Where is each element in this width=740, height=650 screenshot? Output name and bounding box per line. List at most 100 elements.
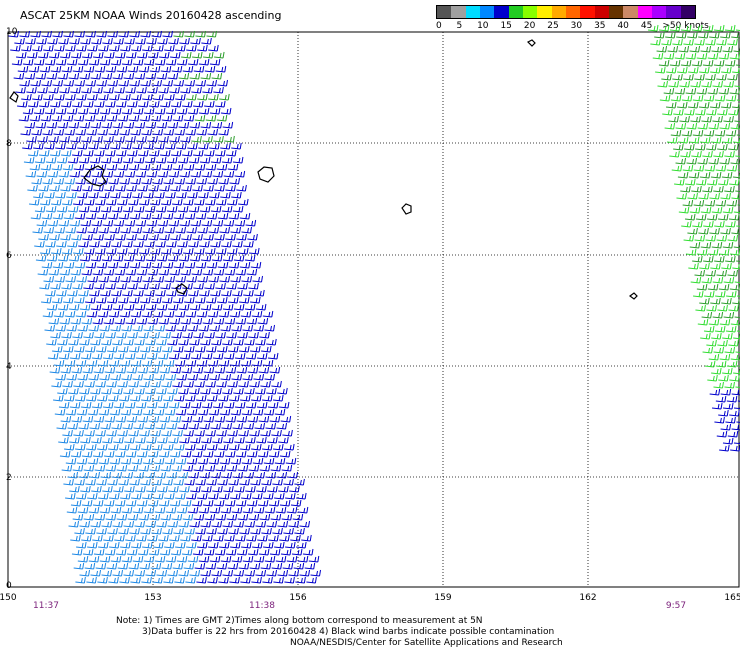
- wind-barb: [63, 478, 74, 486]
- wind-barb: [667, 45, 679, 53]
- wind-barb: [138, 464, 150, 472]
- wind-barb: [700, 45, 712, 53]
- wind-barb: [148, 548, 160, 556]
- wind-barb: [144, 156, 156, 164]
- wind-barb: [299, 520, 311, 528]
- wind-barb: [153, 93, 164, 101]
- wind-barb: [83, 331, 94, 339]
- wind-barb: [719, 318, 731, 326]
- wind-barb: [141, 443, 152, 451]
- wind-barb: [164, 457, 176, 465]
- wind-barb: [284, 443, 295, 451]
- wind-barb: [143, 58, 155, 66]
- wind-barb: [38, 51, 49, 59]
- wind-barb: [39, 282, 50, 290]
- wind-barb: [156, 338, 167, 346]
- wind-barb: [707, 248, 719, 256]
- wind-barb: [683, 234, 695, 242]
- wind-barb: [124, 485, 135, 493]
- wind-barb: [203, 366, 215, 374]
- wind-barb: [261, 478, 272, 486]
- wind-barb: [707, 52, 719, 60]
- wind-barb: [202, 534, 213, 542]
- wind-barb: [202, 317, 214, 325]
- wind-barb: [72, 100, 83, 108]
- wind-barb: [154, 191, 165, 199]
- wind-barb: [142, 275, 154, 283]
- wind-barb: [720, 423, 732, 431]
- wind-barb: [725, 255, 736, 263]
- wind-barb: [666, 66, 677, 74]
- wind-barb: [722, 367, 733, 375]
- wind-barb: [213, 450, 225, 458]
- wind-barb: [244, 303, 256, 311]
- wind-barb: [137, 548, 149, 556]
- wind-barb: [92, 317, 104, 325]
- wind-barb: [241, 492, 252, 500]
- wind-barb: [197, 492, 208, 500]
- wind-barb: [130, 128, 141, 136]
- wind-barb: [53, 177, 64, 185]
- wind-barb: [22, 142, 33, 150]
- wind-barb: [77, 142, 88, 150]
- wind-barb: [166, 422, 178, 430]
- wind-barb: [212, 170, 224, 178]
- wind-barb: [213, 135, 224, 143]
- wind-barb: [246, 268, 258, 276]
- wind-barb: [180, 268, 192, 276]
- wind-barb: [737, 365, 740, 367]
- wind-barb: [85, 212, 97, 220]
- wind-barb: [737, 204, 740, 206]
- wind-barb: [58, 170, 70, 178]
- wind-barb: [96, 212, 108, 220]
- wind-barb: [95, 114, 107, 122]
- wind-barb: [104, 415, 116, 423]
- wind-barb: [195, 527, 206, 535]
- wind-barb: [100, 471, 112, 479]
- wind-barb: [161, 380, 172, 388]
- wind-barb: [71, 51, 82, 59]
- wind-barb: [88, 506, 100, 514]
- wind-barb: [195, 296, 206, 304]
- wind-barb: [63, 345, 74, 353]
- wind-barb: [260, 562, 272, 570]
- wind-barb: [178, 520, 190, 528]
- legend-swatch: [565, 6, 581, 18]
- wind-barb: [176, 324, 188, 332]
- wind-barb: [89, 156, 101, 164]
- wind-barb: [721, 297, 732, 305]
- wind-barb: [713, 24, 725, 32]
- wind-barb: [146, 170, 158, 178]
- wind-barb: [167, 254, 179, 262]
- wind-barb: [129, 212, 141, 220]
- wind-barb: [219, 492, 230, 500]
- wind-barb: [112, 303, 124, 311]
- wind-barb: [99, 142, 110, 150]
- wind-barb: [186, 408, 198, 416]
- wind-barb: [43, 226, 54, 234]
- wind-barb: [63, 30, 74, 38]
- wind-barb: [251, 443, 262, 451]
- wind-barb: [209, 324, 221, 332]
- wind-barb: [227, 380, 238, 388]
- wind-barb: [90, 72, 102, 80]
- wind-barb: [183, 114, 195, 122]
- wind-barb: [106, 163, 118, 171]
- wind-barb: [187, 506, 199, 514]
- wind-barb: [700, 206, 712, 214]
- lon-label-150: 150: [0, 593, 17, 603]
- wind-barb: [214, 51, 225, 59]
- island-3: [401, 203, 412, 215]
- wind-barb: [145, 520, 157, 528]
- wind-barb: [149, 149, 160, 157]
- wind-barb: [132, 142, 143, 150]
- wind-barb: [687, 31, 698, 39]
- wind-barb: [688, 171, 700, 179]
- wind-barb: [710, 297, 721, 305]
- wind-barb: [35, 72, 47, 80]
- wind-barb: [130, 576, 141, 584]
- wind-barb: [201, 170, 213, 178]
- lon-label-156: 156: [289, 593, 307, 603]
- wind-barb: [718, 374, 729, 382]
- wind-barb: [735, 64, 740, 66]
